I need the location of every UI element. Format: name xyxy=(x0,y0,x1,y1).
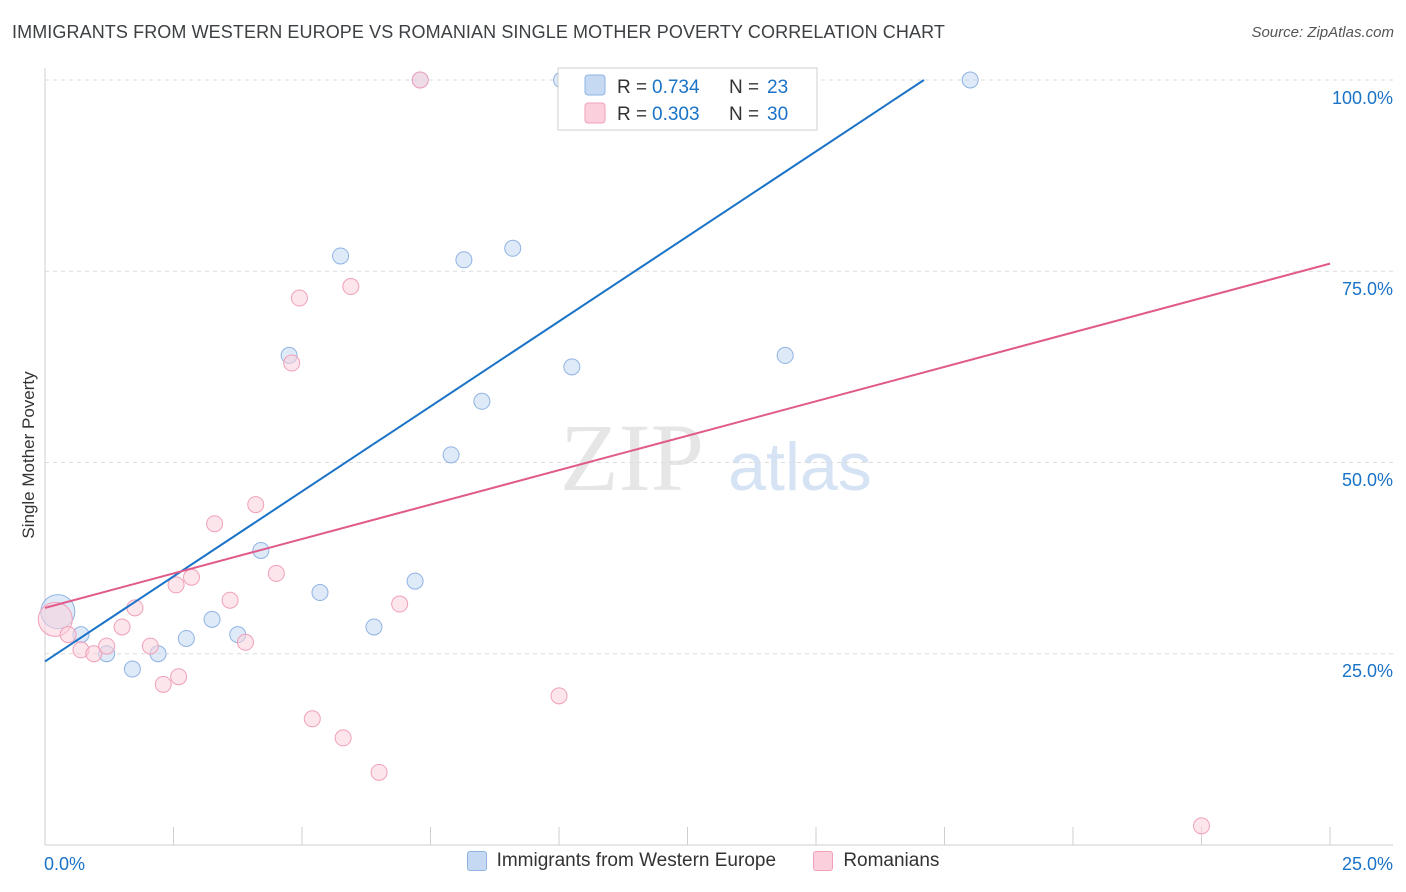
point-western-europe xyxy=(504,239,522,257)
point-western-europe xyxy=(203,610,221,628)
y-tick-label-50: 50.0% xyxy=(1342,470,1393,490)
point-western-europe xyxy=(406,572,424,590)
watermark-atlas: atlas xyxy=(728,429,872,505)
point-western-europe xyxy=(455,251,473,269)
point-romanians xyxy=(182,568,200,586)
trend-line-western-europe xyxy=(44,79,925,663)
gridlines xyxy=(45,79,1393,655)
point-romanians xyxy=(167,576,185,594)
legend-r-value-1: 0.734 xyxy=(652,77,700,98)
legend-n-label-2: N = xyxy=(729,104,759,125)
trend-lines xyxy=(44,79,1331,663)
point-romanians xyxy=(59,626,77,644)
point-romanians xyxy=(221,591,239,609)
point-romanians xyxy=(283,354,301,372)
legend-r-value-2: 0.303 xyxy=(652,104,700,125)
point-romanians xyxy=(206,515,224,533)
point-western-europe xyxy=(177,629,195,647)
legend-label-romanians: Romanians xyxy=(843,850,940,871)
legend-swatch-western-europe xyxy=(466,851,487,871)
point-romanians xyxy=(98,637,116,655)
point-romanians xyxy=(170,668,188,686)
point-western-europe xyxy=(961,71,979,89)
point-romanians xyxy=(267,564,285,582)
point-western-europe xyxy=(123,660,141,678)
point-romanians xyxy=(154,675,172,693)
point-romanians xyxy=(334,729,352,747)
point-western-europe xyxy=(365,618,383,636)
y-tick-label-75: 75.0% xyxy=(1342,279,1393,299)
point-western-europe xyxy=(311,584,329,602)
legend-label-western-europe: Immigrants from Western Europe xyxy=(496,850,777,871)
point-western-europe xyxy=(563,358,581,376)
point-romanians xyxy=(85,645,103,663)
source-label: Source: ZipAtlas.com xyxy=(1251,24,1394,41)
y-axis-label: Single Mother Poverty xyxy=(19,371,38,539)
point-western-europe xyxy=(442,446,460,464)
legend-r-label-1: R = xyxy=(617,77,647,98)
point-romanians xyxy=(550,687,568,705)
point-romanians xyxy=(290,289,308,307)
series-legend: Immigrants from Western Europe Romanians xyxy=(0,850,1406,877)
point-romanians xyxy=(141,637,159,655)
legend-n-value-2: 30 xyxy=(767,104,788,125)
legend-swatch-romanians xyxy=(813,851,834,871)
point-romanians xyxy=(113,618,131,636)
legend-n-value-1: 23 xyxy=(767,77,788,98)
x-tick-label-min: 0.0% xyxy=(44,854,85,874)
legend-item-romanians: Romanians xyxy=(813,850,939,872)
point-western-europe xyxy=(332,247,350,265)
point-romanians xyxy=(236,633,254,651)
watermark-zip: ZIP xyxy=(560,404,704,511)
trend-line-romanians xyxy=(44,262,1331,609)
point-romanians xyxy=(370,763,388,781)
legend-item-western-europe: Immigrants from Western Europe xyxy=(466,850,777,872)
correlation-legend: R = 0.734 N = 23 R = 0.303 N = 30 xyxy=(557,67,818,131)
x-tick-label-max: 25.0% xyxy=(1342,854,1393,874)
chart-title: IMMIGRANTS FROM WESTERN EUROPE VS ROMANI… xyxy=(12,22,945,42)
point-western-europe xyxy=(776,346,794,364)
point-romanians xyxy=(391,595,409,613)
legend-swatch-blue xyxy=(584,74,606,96)
y-tick-label-100: 100.0% xyxy=(1332,88,1393,108)
y-tick-label-25: 25.0% xyxy=(1342,661,1393,681)
point-romanians xyxy=(1193,817,1210,835)
axes xyxy=(44,68,1393,846)
point-romanians xyxy=(303,710,321,728)
point-western-europe xyxy=(473,392,491,410)
legend-r-label-2: R = xyxy=(617,104,647,125)
point-romanians xyxy=(247,496,265,514)
legend-n-label-1: N = xyxy=(729,77,759,98)
data-points xyxy=(37,71,1210,835)
point-romanians xyxy=(342,278,360,296)
legend-swatch-pink xyxy=(584,102,606,124)
point-romanians xyxy=(411,71,429,89)
